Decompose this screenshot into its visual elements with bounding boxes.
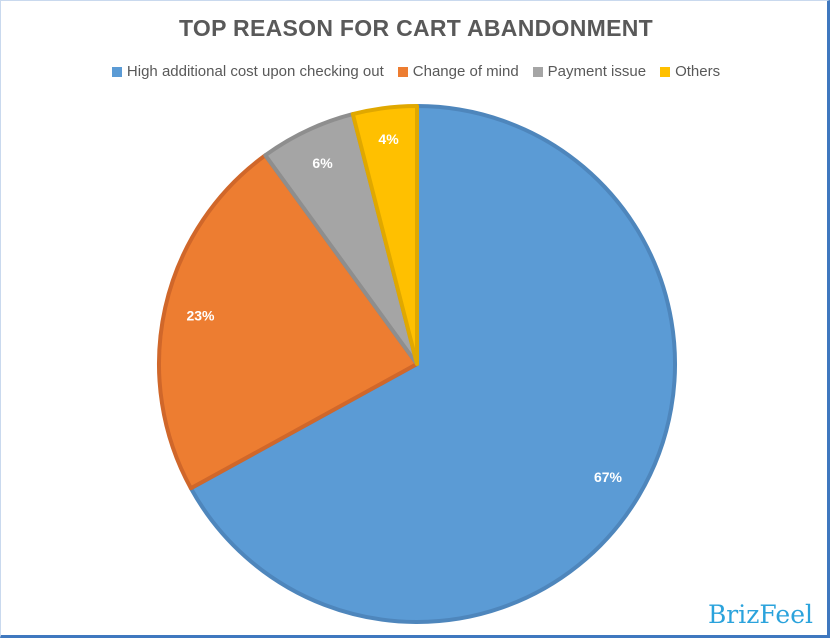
legend-item-payment-issue: Payment issue [532,63,647,80]
pie-slice-1 [157,153,419,491]
legend-swatch [660,66,671,77]
legend-swatch [111,66,122,77]
legend-item-high-cost: High additional cost upon checking out [111,63,384,80]
legend-label: Payment issue [547,63,647,80]
pie-slice-0 [188,104,677,624]
legend-item-change-of-mind: Change of mind [397,63,519,80]
brizfeel-logo: BrizFeel [707,600,813,629]
legend-label: High additional cost upon checking out [126,63,384,80]
data-label: 6% [312,155,333,171]
legend-swatch [397,66,408,77]
data-label: 4% [378,131,399,147]
legend: High additional cost upon checking out C… [1,63,827,80]
legend-label: Others [675,63,721,80]
chart-title: TOP REASON FOR CART ABANDONMENT [179,15,653,41]
legend-item-others: Others [660,63,720,80]
data-label: 67% [594,469,623,485]
legend-swatch [532,66,543,77]
pie-slice-3 [350,104,419,366]
legend-label: Change of mind [412,63,519,80]
data-label: 23% [186,308,215,324]
